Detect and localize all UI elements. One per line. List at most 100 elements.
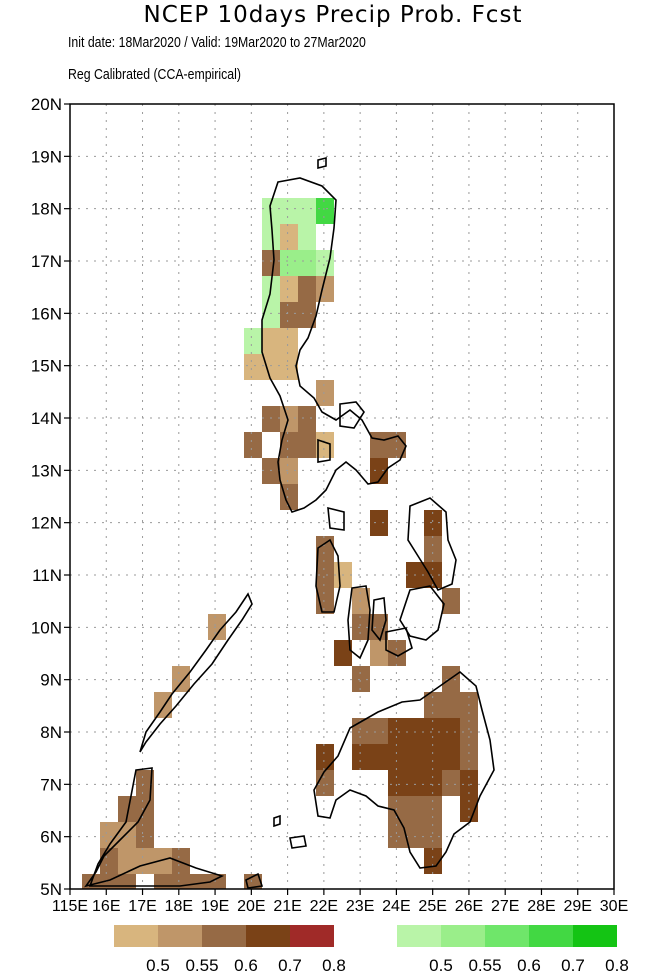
cell-above — [280, 198, 298, 224]
island-coastline — [289, 835, 307, 849]
cell-below — [244, 874, 262, 889]
legend-label: 0.6 — [234, 956, 258, 975]
legend-below-normal: 0.5 0.55 0.6 0.7 0.8 — [114, 925, 346, 975]
y-tick-label: 9N — [40, 671, 62, 690]
cell-below — [298, 406, 316, 432]
y-tick-label: 16N — [31, 304, 62, 323]
cell-below — [316, 380, 334, 406]
y-tick-label: 10N — [31, 618, 62, 637]
borneo-coastline — [84, 767, 225, 888]
cell-below — [280, 224, 298, 250]
subtitle-dates: Init date: 18Mar2020 / Valid: 19Mar2020 … — [68, 34, 366, 51]
cell-below — [406, 718, 424, 744]
cell-above — [298, 224, 316, 250]
legend-label: 0.55 — [185, 956, 218, 975]
cell-below — [352, 744, 370, 770]
cell-below — [388, 640, 406, 666]
cell-below — [280, 484, 298, 510]
cell-below — [136, 770, 154, 796]
island-coastline — [245, 872, 264, 889]
cell-below — [172, 666, 190, 692]
legend-label: 0.55 — [468, 956, 501, 975]
cell-below — [136, 822, 154, 848]
x-tick-label: 25E — [418, 898, 446, 915]
legend-label: 0.7 — [278, 956, 302, 975]
legend-swatch — [290, 925, 334, 947]
y-tick-label: 19N — [31, 147, 62, 166]
cell-below — [424, 770, 442, 796]
x-tick-label: 115E — [52, 898, 88, 915]
cell-below — [388, 432, 406, 458]
cell-below — [388, 770, 406, 796]
plot-area — [70, 104, 614, 889]
legend-label: 0.6 — [517, 956, 541, 975]
panay-coastline — [315, 538, 341, 613]
cell-below — [298, 276, 316, 302]
y-tick-label: 14N — [31, 409, 62, 428]
cell-below — [370, 432, 388, 458]
cell-below — [370, 640, 388, 666]
y-tick-label: 8N — [40, 723, 62, 742]
legend-swatch — [158, 925, 202, 947]
cell-above — [316, 198, 334, 224]
cell-below — [172, 848, 190, 874]
samar-coastline — [407, 497, 457, 592]
x-tick-label: 16E — [92, 898, 120, 915]
cell-below — [298, 302, 316, 328]
cell-below — [208, 614, 226, 640]
plot-frame — [69, 103, 615, 890]
cell-below — [280, 276, 298, 302]
x-tick-label: 26E — [455, 898, 483, 915]
cell-below — [370, 458, 388, 484]
cell-below — [154, 692, 172, 718]
cell-below — [262, 354, 280, 380]
cell-above — [262, 224, 280, 250]
bohol-coastline — [385, 627, 413, 657]
y-tick-label: 6N — [40, 828, 62, 847]
cell-below — [280, 432, 298, 458]
cebu-coastline — [371, 597, 387, 642]
cell-below — [352, 666, 370, 692]
cell-below — [460, 770, 478, 796]
cell-below — [424, 536, 442, 562]
legend-swatch — [485, 925, 529, 947]
cell-below — [244, 354, 262, 380]
island-coastline — [273, 814, 281, 828]
cell-below — [190, 874, 208, 889]
y-tick-label: 12N — [31, 514, 62, 533]
cell-below — [370, 510, 388, 536]
cell-below — [406, 822, 424, 848]
y-tick-label: 7N — [40, 775, 62, 794]
cell-below — [352, 588, 370, 614]
cell-below — [316, 562, 334, 588]
cell-below — [280, 354, 298, 380]
cell-below — [388, 718, 406, 744]
x-tick-label: 29E — [563, 898, 591, 915]
palawan-coastline — [139, 592, 253, 753]
coastlines — [84, 156, 495, 889]
cell-below — [424, 510, 442, 536]
cell-below — [370, 718, 388, 744]
cell-above — [244, 328, 262, 354]
legend-label: 0.5 — [146, 956, 170, 975]
legend-swatch — [441, 925, 485, 947]
x-tick-label: 17E — [128, 898, 156, 915]
grid-lines — [70, 104, 614, 889]
cell-below — [280, 302, 298, 328]
negros-coastline — [347, 585, 371, 660]
map-title: NCEP 10days Precip Prob. Fcst — [143, 2, 523, 28]
y-tick-label: 11N — [32, 566, 62, 585]
cell-below — [406, 770, 424, 796]
legend-above-normal: 0.5 0.55 0.6 0.7 0.8 — [397, 925, 629, 975]
cell-below — [424, 822, 442, 848]
island-coastline — [317, 156, 327, 170]
legend-swatch — [202, 925, 246, 947]
cell-below — [100, 822, 118, 848]
probability-cells — [82, 198, 478, 889]
x-axis: 115E 16E 17E 18E 19E 20E 21E 22E 23E 24E 25E 26E 27E… — [52, 889, 628, 915]
cell-below — [262, 328, 280, 354]
x-tick-label: 18E — [165, 898, 193, 915]
luzon-coastline — [261, 177, 407, 513]
cell-below — [460, 718, 478, 744]
